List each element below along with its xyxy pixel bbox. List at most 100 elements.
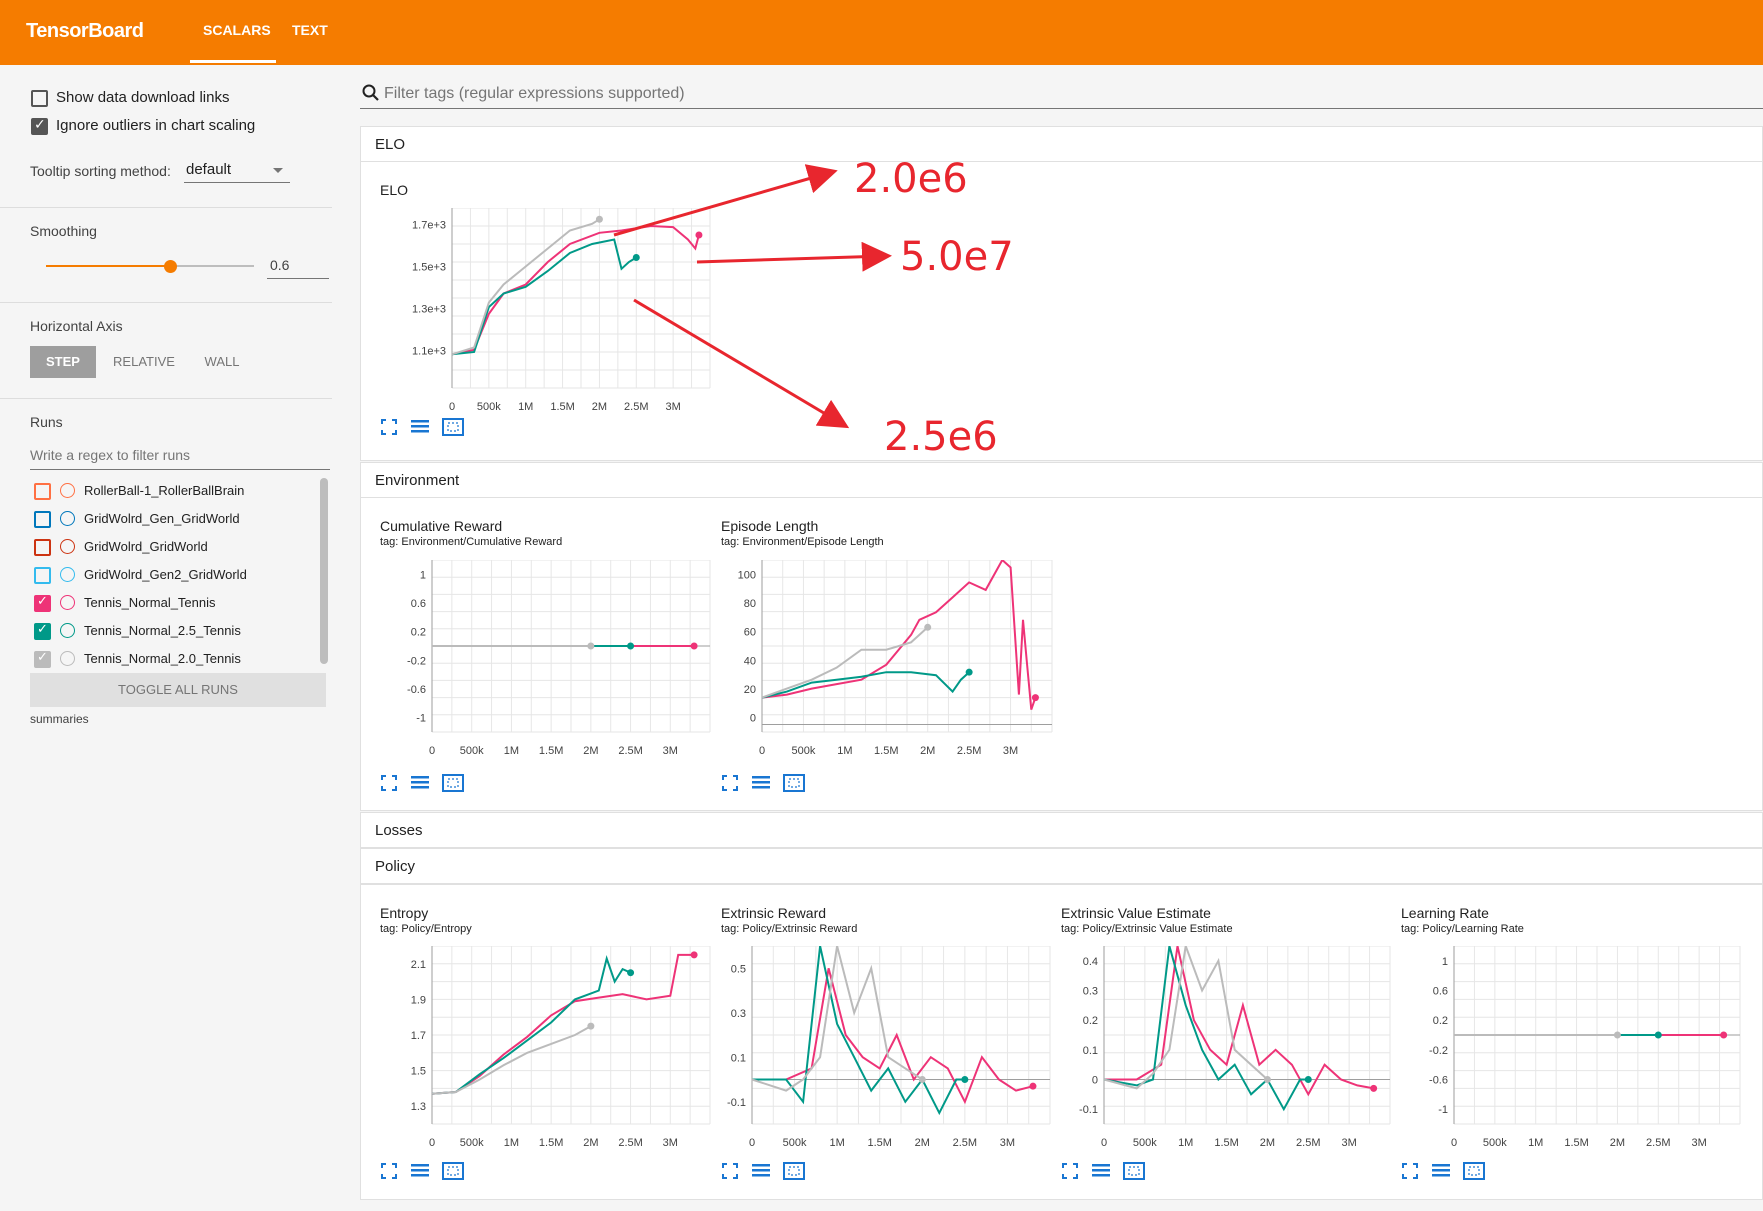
- run-row[interactable]: Tennis_Normal_2.5_Tennis: [34, 621, 284, 641]
- chart-plot[interactable]: 0 500k 1M 1.5M 2M 2.5M 3M 100 80 60 40 20 0: [702, 560, 1072, 772]
- y-tick-label: 1.5e+3: [412, 262, 446, 274]
- series-end-point: [627, 642, 635, 650]
- series-line: [751, 946, 923, 1092]
- x-tick-label: 2M: [592, 401, 607, 413]
- tooltip-sorting-select[interactable]: default: [186, 161, 232, 178]
- fit-domain-icon[interactable]: [1123, 1162, 1145, 1180]
- summaries-link[interactable]: summaries: [30, 712, 89, 726]
- x-tick-label: 0: [749, 1137, 755, 1149]
- data-list-icon[interactable]: [410, 774, 430, 792]
- chart-plot[interactable]: 0 500k 1M 1.5M 2M 2.5M 3M 1 0.6 0.2 -0.2 -0.6 -1: [1394, 946, 1760, 1164]
- fit-domain-icon[interactable]: [442, 418, 464, 436]
- fit-domain-icon[interactable]: [783, 1162, 805, 1180]
- x-tick-label: 3M: [666, 401, 681, 413]
- fit-domain-icon[interactable]: [442, 774, 464, 792]
- chart-plot[interactable]: 0 500k 1M 1.5M 2M 2.5M 3M 1.1e+3 1.3e+3 1.5e+3 1.7…: [392, 208, 730, 428]
- series-line: [451, 238, 637, 356]
- series-end-point: [695, 231, 703, 239]
- x-tick-label: 3M: [1003, 745, 1018, 757]
- chart-plot[interactable]: 0 500k 1M 1.5M 2M 2.5M 3M 0.5 0.3 0.1 -0.1: [692, 946, 1070, 1164]
- run-color-circle[interactable]: [60, 483, 75, 498]
- run-color-circle[interactable]: [60, 567, 75, 582]
- run-row[interactable]: GridWolrd_Gen2_GridWorld: [34, 565, 284, 585]
- y-tick-label: 100: [738, 569, 756, 581]
- series-end-point: [587, 1022, 595, 1030]
- data-list-icon[interactable]: [751, 1162, 771, 1180]
- run-row[interactable]: Tennis_Normal_Tennis: [34, 593, 284, 613]
- axis-relative-button[interactable]: RELATIVE: [113, 354, 175, 369]
- data-list-icon[interactable]: [410, 1162, 430, 1180]
- data-list-icon[interactable]: [410, 418, 430, 436]
- run-color-circle[interactable]: [60, 651, 75, 666]
- run-row[interactable]: Tennis_Normal_2.0_Tennis: [34, 649, 284, 669]
- divider: [0, 398, 332, 399]
- run-color-circle[interactable]: [60, 511, 75, 526]
- x-tick-label: 1M: [1528, 1137, 1543, 1149]
- run-checkbox[interactable]: [34, 650, 51, 668]
- data-list-icon[interactable]: [751, 774, 771, 792]
- show-download-checkbox[interactable]: [31, 90, 48, 107]
- x-tick-label: 1M: [504, 745, 519, 757]
- runs-filter-underline: [30, 469, 330, 470]
- runs-filter-input[interactable]: Write a regex to filter runs: [30, 447, 191, 463]
- y-tick-label: 1: [1442, 956, 1448, 968]
- category-policy[interactable]: Policy: [360, 848, 1763, 884]
- fit-domain-icon[interactable]: [442, 1162, 464, 1180]
- category-environment[interactable]: Environment: [360, 462, 1763, 498]
- category-elo[interactable]: ELO: [360, 126, 1763, 162]
- chart-plot[interactable]: 0 500k 1M 1.5M 2M 2.5M 3M 2.1 1.9 1.7 1.5 1.3: [372, 946, 730, 1164]
- tab-scalars[interactable]: SCALARS: [203, 22, 271, 38]
- chevron-down-icon[interactable]: [273, 168, 283, 173]
- expand-icon[interactable]: [721, 1162, 739, 1180]
- expand-icon[interactable]: [380, 418, 398, 436]
- runs-scrollbar[interactable]: [320, 478, 328, 664]
- x-tick-label: 1.5M: [1564, 1137, 1588, 1149]
- x-tick-label: 500k: [477, 401, 501, 413]
- run-row[interactable]: GridWolrd_Gen_GridWorld: [34, 509, 284, 529]
- fit-domain-icon[interactable]: [1463, 1162, 1485, 1180]
- run-checkbox[interactable]: [34, 539, 51, 556]
- ignore-outliers-checkbox[interactable]: [31, 117, 48, 135]
- x-tick-label: 500k: [1483, 1137, 1507, 1149]
- chart-tag: tag: Policy/Extrinsic Value Estimate: [1061, 923, 1233, 935]
- expand-icon[interactable]: [721, 774, 739, 792]
- run-row[interactable]: RollerBall-1_RollerBallBrain: [34, 481, 284, 501]
- chart-plot[interactable]: 0 500k 1M 1.5M 2M 2.5M 3M 1 0.6 0.2 -0.2 -0.6 -1: [372, 560, 730, 772]
- run-checkbox[interactable]: [34, 483, 51, 500]
- y-tick-label: 0.6: [1433, 986, 1448, 998]
- expand-icon[interactable]: [1401, 1162, 1419, 1180]
- toggle-all-runs-button[interactable]: TOGGLE ALL RUNS: [30, 673, 326, 707]
- chart-tag: tag: Policy/Entropy: [380, 923, 472, 935]
- policy-card-area: [360, 884, 1763, 1200]
- smoothing-slider-knob[interactable]: [164, 260, 177, 273]
- fit-domain-icon[interactable]: [783, 774, 805, 792]
- run-checkbox[interactable]: [34, 594, 51, 612]
- series-end-point: [1029, 1082, 1037, 1090]
- chart-plot[interactable]: 0 500k 1M 1.5M 2M 2.5M 3M 0.4 0.3 0.2 0.1 0 -0.1: [1044, 946, 1410, 1164]
- series-end-point: [1720, 1031, 1728, 1039]
- data-list-icon[interactable]: [1431, 1162, 1451, 1180]
- y-tick-label: 80: [744, 598, 756, 610]
- run-color-circle[interactable]: [60, 539, 75, 554]
- run-checkbox[interactable]: [34, 622, 51, 640]
- run-row[interactable]: GridWolrd_GridWorld: [34, 537, 284, 557]
- category-losses[interactable]: Losses: [360, 812, 1763, 848]
- tag-filter-input[interactable]: Filter tags (regular expressions support…: [384, 85, 685, 102]
- y-tick-label: 1.3: [411, 1101, 426, 1113]
- axis-step-button[interactable]: STEP: [30, 346, 96, 378]
- tab-text[interactable]: TEXT: [292, 22, 328, 38]
- run-checkbox[interactable]: [34, 567, 51, 584]
- run-color-circle[interactable]: [60, 623, 75, 638]
- y-tick-label: 0.1: [731, 1052, 746, 1064]
- expand-icon[interactable]: [380, 1162, 398, 1180]
- smoothing-value-input[interactable]: 0.6: [270, 257, 290, 273]
- run-label: GridWolrd_Gen_GridWorld: [84, 511, 240, 526]
- run-label: Tennis_Normal_2.5_Tennis: [84, 623, 241, 638]
- run-checkbox[interactable]: [34, 511, 51, 528]
- data-list-icon[interactable]: [1091, 1162, 1111, 1180]
- axis-wall-button[interactable]: WALL: [204, 354, 240, 369]
- run-color-circle[interactable]: [60, 595, 75, 610]
- expand-icon[interactable]: [380, 774, 398, 792]
- expand-icon[interactable]: [1061, 1162, 1079, 1180]
- series-line: [752, 946, 965, 1116]
